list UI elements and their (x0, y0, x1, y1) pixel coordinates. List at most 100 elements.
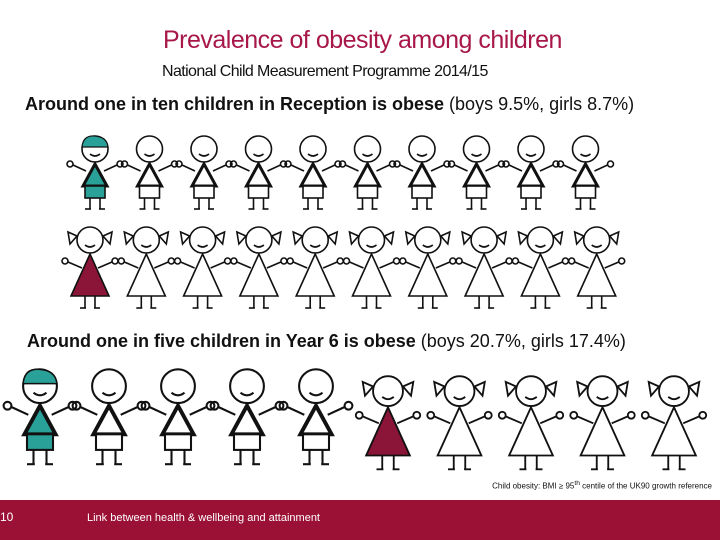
face (309, 244, 321, 248)
pigtail (404, 230, 417, 246)
footnote: Child obesity: BMI ≥ 95th centile of the… (492, 480, 712, 491)
pigtail (433, 380, 447, 398)
dress (463, 252, 505, 297)
pigtail (214, 230, 226, 246)
dress (576, 252, 617, 297)
hand (342, 257, 351, 265)
hand (120, 160, 129, 168)
girl-figure (342, 226, 401, 309)
hand (443, 160, 451, 168)
dress (294, 252, 336, 297)
hand (334, 160, 342, 168)
footnote-text: centile of the UK90 growth reference (579, 481, 712, 491)
shorts (574, 185, 597, 199)
hand (67, 400, 78, 411)
head (586, 375, 619, 407)
head (470, 226, 498, 254)
arm (491, 261, 507, 269)
page-number: 10 (0, 510, 14, 524)
dress (238, 252, 280, 297)
shorts (138, 185, 161, 199)
arm (72, 164, 87, 172)
hand (606, 160, 615, 168)
pigtail (608, 230, 620, 246)
head (413, 226, 442, 254)
body (189, 160, 219, 188)
arm (505, 415, 523, 425)
head (135, 135, 164, 163)
body (298, 160, 328, 188)
hand (343, 400, 354, 411)
arm (379, 261, 394, 269)
dress (520, 252, 561, 297)
pigtail (552, 230, 564, 246)
body (297, 401, 335, 437)
heading-bold: Around one in ten children in Reception … (25, 94, 445, 114)
hand (175, 160, 183, 168)
pigtail (361, 380, 375, 398)
arm (405, 261, 421, 269)
dress (650, 404, 698, 457)
arm (292, 261, 308, 269)
pigtail (66, 230, 79, 246)
arm (327, 406, 346, 416)
head (658, 375, 690, 407)
arm (682, 415, 700, 425)
hand (278, 400, 289, 411)
dress (579, 404, 626, 457)
hand (552, 160, 560, 168)
girl-figure (455, 226, 513, 309)
head (357, 226, 386, 254)
hand (66, 160, 74, 168)
girl-figure (426, 375, 493, 471)
girl-figure (567, 226, 626, 309)
arm (349, 261, 364, 269)
heading-rest: (boys 9.5%, girls 8.7%) (444, 94, 635, 114)
boy-figure (338, 135, 397, 210)
boy-figure (175, 135, 233, 210)
shorts (163, 433, 193, 451)
arm (648, 415, 666, 425)
face (101, 391, 117, 397)
shorts (356, 185, 379, 199)
hand (455, 257, 463, 265)
hand (569, 410, 579, 420)
hand (556, 160, 565, 168)
arm (548, 261, 563, 269)
head (160, 368, 196, 405)
hand (229, 160, 238, 168)
face (453, 396, 466, 401)
arm (266, 261, 282, 269)
body (159, 401, 197, 437)
arm (430, 164, 445, 172)
girl-figure (497, 375, 565, 471)
face (422, 244, 434, 248)
body (570, 160, 601, 188)
arm (376, 164, 390, 172)
girl-figure (61, 226, 119, 309)
arm (345, 164, 359, 172)
hand (116, 160, 124, 168)
pigtail (123, 230, 135, 246)
boy-figure (2, 368, 78, 466)
cap (22, 368, 58, 385)
arm (322, 261, 338, 269)
head (571, 135, 600, 163)
face (667, 396, 681, 401)
shorts (520, 185, 542, 199)
hand (447, 160, 456, 168)
face (524, 396, 538, 401)
arm (563, 164, 577, 172)
dress (436, 404, 483, 457)
arm (236, 164, 250, 172)
arm (181, 164, 196, 172)
pigtail (326, 230, 339, 246)
subtitle: National Child Measurement Programme 201… (162, 63, 488, 80)
arm (210, 261, 225, 269)
pigtail (179, 230, 191, 246)
hand (167, 257, 176, 265)
dress (351, 252, 392, 297)
arm (611, 415, 629, 425)
pigtail (504, 380, 518, 398)
girl-figure (230, 226, 288, 309)
